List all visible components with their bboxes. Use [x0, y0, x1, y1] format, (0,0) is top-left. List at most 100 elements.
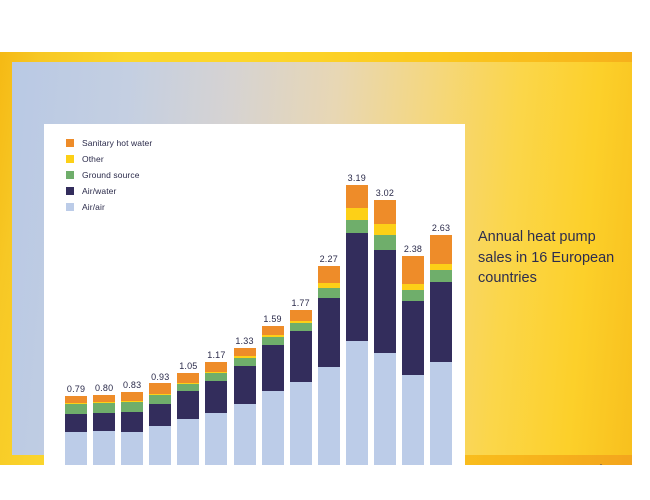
bar-segment[interactable]: [233, 356, 256, 359]
bar-column[interactable]: 0.83: [118, 153, 146, 465]
bar-segment[interactable]: [317, 282, 340, 288]
bar-segment[interactable]: [121, 392, 144, 401]
bar-segment[interactable]: [401, 284, 424, 290]
bar-column[interactable]: 0.79: [62, 153, 90, 465]
bar-stack[interactable]: [177, 372, 200, 465]
bar-segment[interactable]: [121, 412, 144, 432]
bar-stack[interactable]: [373, 200, 396, 465]
bar-segment[interactable]: [93, 430, 116, 465]
bar-segment[interactable]: [205, 362, 228, 372]
bar-segment[interactable]: [289, 321, 312, 324]
bar-segment[interactable]: [177, 418, 200, 465]
bar-column[interactable]: 2.63: [427, 153, 455, 465]
bar-column[interactable]: 1.17: [202, 153, 230, 465]
bar-stack[interactable]: [205, 362, 228, 465]
bar-segment[interactable]: [345, 208, 368, 221]
bar-segment[interactable]: [430, 264, 453, 271]
bar-column[interactable]: 0.80: [90, 153, 118, 465]
bar-segment[interactable]: [289, 381, 312, 465]
bar-segment[interactable]: [93, 413, 116, 431]
bar-segment[interactable]: [401, 374, 424, 465]
bar-segment[interactable]: [93, 402, 116, 414]
bar-segment[interactable]: [345, 340, 368, 465]
bar-segment[interactable]: [373, 223, 396, 236]
bar-segment[interactable]: [177, 372, 200, 384]
bar-stack[interactable]: [401, 256, 424, 465]
bar-segment[interactable]: [261, 337, 284, 345]
bar-segment[interactable]: [65, 395, 88, 403]
bar-column[interactable]: 3.02: [371, 153, 399, 465]
bar-column[interactable]: 3.19: [343, 153, 371, 465]
bar-segment[interactable]: [93, 394, 116, 402]
bar-segment[interactable]: [177, 391, 200, 419]
bar-segment[interactable]: [149, 403, 172, 427]
bar-stack[interactable]: [65, 395, 88, 465]
bar-segment[interactable]: [149, 393, 172, 395]
bar-segment[interactable]: [177, 383, 200, 385]
bar-segment[interactable]: [317, 366, 340, 465]
bar-segment[interactable]: [121, 431, 144, 465]
bar-segment[interactable]: [373, 352, 396, 465]
bar-segment[interactable]: [373, 200, 396, 224]
bar-segment[interactable]: [345, 220, 368, 233]
bar-segment[interactable]: [289, 323, 312, 331]
bar-segment[interactable]: [261, 390, 284, 465]
bar-segment[interactable]: [205, 373, 228, 381]
bar-stack[interactable]: [317, 266, 340, 465]
bar-segment[interactable]: [205, 372, 228, 373]
bar-segment[interactable]: [345, 232, 368, 341]
bar-segment[interactable]: [430, 362, 453, 465]
bar-column[interactable]: 0.93: [146, 153, 174, 465]
bar-column[interactable]: 1.59: [259, 153, 287, 465]
bar-stack[interactable]: [233, 348, 256, 465]
bar-segment[interactable]: [177, 384, 200, 392]
bar-segment[interactable]: [233, 348, 256, 357]
bar-segment[interactable]: [233, 358, 256, 366]
bar-segment[interactable]: [317, 298, 340, 367]
bar-column[interactable]: 2.27: [315, 153, 343, 465]
bar-segment[interactable]: [121, 401, 144, 413]
bar-segment[interactable]: [373, 235, 396, 251]
bar-segment[interactable]: [149, 383, 172, 394]
bar-segment[interactable]: [93, 401, 116, 403]
bar-stack[interactable]: [121, 392, 144, 465]
bar-stack[interactable]: [93, 394, 116, 465]
bar-segment[interactable]: [430, 234, 453, 265]
bar-stack[interactable]: [289, 309, 312, 465]
bar-segment[interactable]: [261, 325, 284, 336]
bar-segment[interactable]: [205, 413, 228, 465]
bar-segment[interactable]: [65, 431, 88, 465]
bar-segment[interactable]: [345, 185, 368, 209]
bar-column[interactable]: 2.38: [399, 153, 427, 465]
bar-segment[interactable]: [430, 281, 453, 363]
bar-stack[interactable]: [345, 185, 368, 465]
bar-segment[interactable]: [289, 309, 312, 322]
legend-item[interactable]: Ground source: [66, 168, 152, 182]
legend-item[interactable]: Sanitary hot water: [66, 136, 152, 150]
legend-item[interactable]: Air/water: [66, 184, 152, 198]
bar-segment[interactable]: [430, 270, 453, 282]
bar-stack[interactable]: [430, 234, 453, 465]
bar-segment[interactable]: [149, 426, 172, 465]
bar-segment[interactable]: [317, 266, 340, 283]
bar-segment[interactable]: [121, 400, 144, 402]
bar-segment[interactable]: [289, 330, 312, 382]
bar-segment[interactable]: [401, 256, 424, 285]
bar-segment[interactable]: [65, 402, 88, 404]
bar-segment[interactable]: [205, 380, 228, 414]
bar-column[interactable]: 1.33: [230, 153, 258, 465]
bar-segment[interactable]: [401, 301, 424, 375]
bar-segment[interactable]: [233, 403, 256, 465]
bar-stack[interactable]: [261, 325, 284, 465]
bar-segment[interactable]: [401, 289, 424, 302]
bar-segment[interactable]: [65, 414, 88, 432]
bar-segment[interactable]: [233, 365, 256, 404]
bar-segment[interactable]: [317, 287, 340, 299]
bar-segment[interactable]: [65, 403, 88, 415]
bar-segment[interactable]: [149, 394, 172, 404]
bar-segment[interactable]: [261, 335, 284, 338]
bar-column[interactable]: 1.77: [287, 153, 315, 465]
bar-column[interactable]: 1.05: [174, 153, 202, 465]
legend-item[interactable]: Air/air: [66, 200, 152, 214]
bar-stack[interactable]: [149, 383, 172, 465]
